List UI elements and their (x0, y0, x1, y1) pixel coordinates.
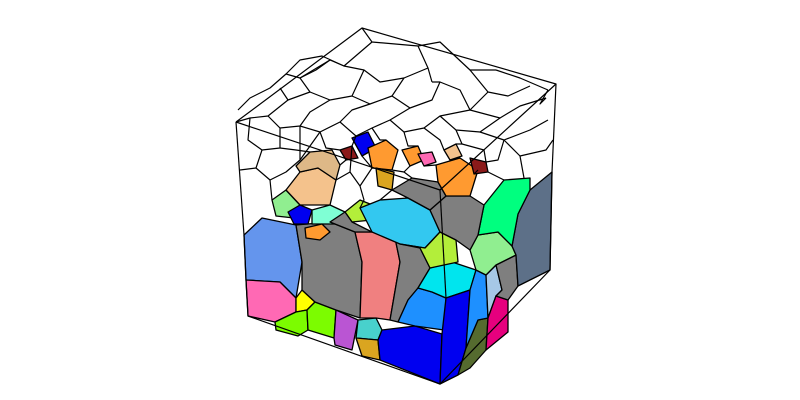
voronoi-edge (449, 157, 461, 161)
voronoi-edge (371, 127, 386, 141)
voronoi-edge (461, 143, 487, 163)
voronoi-edge (319, 131, 341, 151)
voronoi-edge (339, 107, 411, 137)
cube-edge (551, 83, 557, 173)
voronoi-edge (309, 69, 365, 101)
voronoi-edge (539, 89, 549, 105)
voronoi-edge (391, 81, 441, 109)
voronoi-edge (439, 81, 489, 111)
voronoi-edge (339, 159, 347, 166)
voronoi-edge (391, 165, 411, 173)
voronoi-edge (423, 127, 445, 151)
cube-edge (439, 189, 447, 299)
top-cell (417, 151, 437, 167)
right-face-cell (477, 177, 531, 247)
voronoi-edge (235, 99, 289, 123)
voronoi-edge (403, 171, 413, 179)
voronoi-edge (439, 115, 501, 133)
voronoi-edge (473, 169, 479, 175)
voronoi-edge (351, 135, 357, 147)
top-cell (304, 223, 331, 241)
voronoi-edge (469, 69, 531, 97)
cube-edge (243, 171, 553, 385)
voronoi-edge (349, 167, 373, 187)
voronoi-edge (299, 131, 321, 161)
voronoi-edge (379, 189, 393, 201)
left-face-cell (355, 337, 381, 361)
voronoi-edge (485, 139, 505, 163)
voronoi-edge (503, 139, 554, 157)
voronoi-edge (495, 69, 549, 91)
voronoi-edge (279, 77, 311, 101)
voronoi-edge (423, 164, 437, 167)
right-face-cell (485, 295, 509, 351)
top-cell (287, 204, 313, 225)
voronoi-edge (455, 129, 463, 145)
voronoi-edge (343, 65, 429, 83)
voronoi-edge (479, 119, 549, 141)
top-cell (443, 143, 463, 161)
voronoi-edge (351, 77, 405, 105)
top-cell (339, 145, 359, 161)
voronoi-edge (299, 103, 371, 133)
voronoi-edge (469, 97, 547, 119)
voronoi-edge (417, 41, 496, 71)
voronoi-edge (403, 131, 418, 147)
voronoi-edge (255, 126, 301, 181)
cube-edge (235, 27, 557, 191)
voronoi-edge (269, 179, 273, 201)
voronoi-wireframe (235, 27, 557, 385)
cube-edge (235, 121, 245, 236)
voronoi-edge (279, 147, 311, 153)
voronoi-edge (285, 55, 345, 75)
voronoi-edge (361, 155, 373, 169)
top-cell (295, 149, 341, 181)
left-face-cell (355, 317, 383, 341)
voronoi-cells (243, 131, 553, 385)
voronoi-edge (519, 155, 525, 179)
voronoi-edge (267, 99, 331, 129)
left-face-cell (377, 325, 443, 385)
voronoi-edge (361, 27, 433, 83)
voronoi-edge (239, 167, 257, 171)
top-cell (329, 211, 373, 233)
voronoi-edge (487, 171, 505, 181)
top-cell (367, 139, 399, 171)
left-face-cell (333, 309, 359, 351)
voronoi-edge (359, 185, 365, 209)
